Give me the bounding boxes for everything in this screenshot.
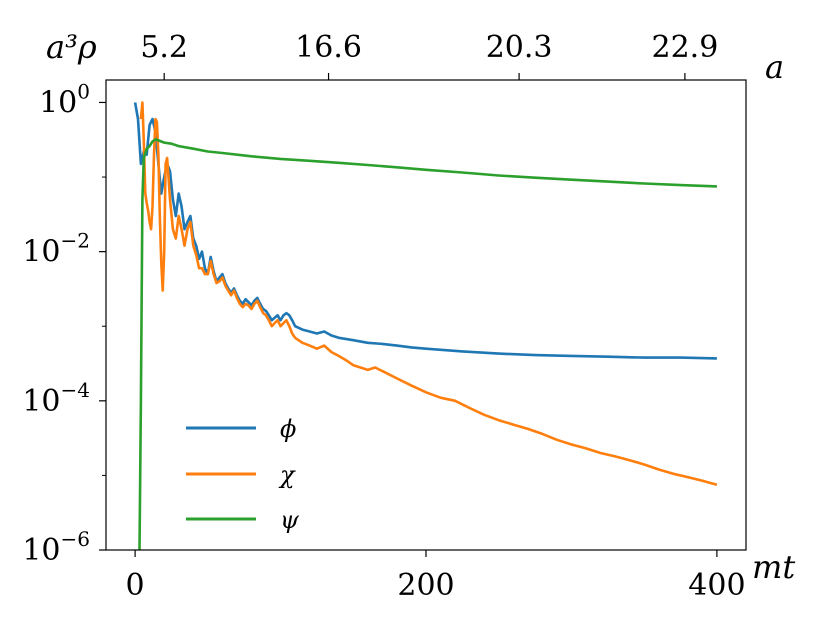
series-line-1 [139, 101, 718, 486]
legend: ϕ χ ψ [186, 415, 300, 534]
legend-label-chi: χ [278, 461, 296, 489]
series-line-2 [138, 138, 717, 551]
series-layer [133, 101, 718, 551]
top-axis-label: a [765, 48, 784, 86]
y-tick-label-2: 10−2 [22, 229, 90, 270]
y-tick-label-3: 100 [39, 79, 90, 120]
x-axis-label: mt [752, 548, 795, 586]
series-line-0 [133, 102, 717, 360]
legend-label-psi: ψ [280, 506, 300, 534]
y-axis-label: a³ρ [46, 28, 97, 66]
y-tick-label-1: 10−4 [22, 378, 90, 419]
legend-label-phi: ϕ [280, 415, 296, 443]
top-tick-label-2: 20.3 [486, 30, 553, 65]
x-tick-label-1: 200 [397, 568, 454, 603]
top-tick-label-0: 5.2 [140, 30, 188, 65]
x-tick-label-2: 400 [688, 568, 745, 603]
x-tick-label-0: 0 [126, 568, 145, 603]
top-tick-label-1: 16.6 [295, 30, 362, 65]
y-tick-label-0: 10−6 [22, 527, 90, 568]
top-tick-label-3: 22.9 [652, 30, 719, 65]
tick-layer: 0 200 400 5.2 16.6 20.3 22.9 10−6 10−4 10−2 100 [22, 30, 745, 603]
